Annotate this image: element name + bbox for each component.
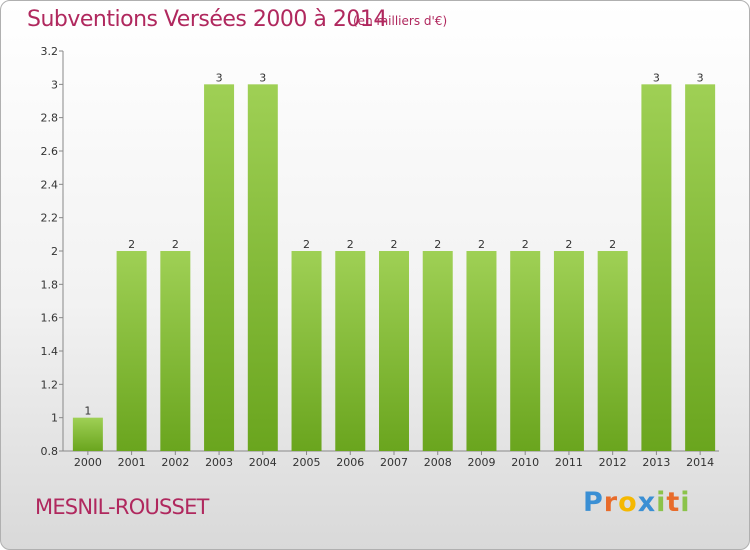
bar <box>116 251 147 451</box>
x-tick-label: 2007 <box>380 456 408 469</box>
y-tick-label: 2.4 <box>41 178 59 191</box>
commune-name: MESNIL-ROUSSET <box>35 495 209 519</box>
data-label: 2 <box>565 238 572 251</box>
x-tick-label: 2005 <box>293 456 321 469</box>
y-tick-label: 0.8 <box>41 445 59 458</box>
bar <box>466 251 497 451</box>
x-tick-label: 2011 <box>555 456 583 469</box>
x-tick-label: 2008 <box>424 456 452 469</box>
bar <box>685 84 716 451</box>
y-tick-label: 1.8 <box>41 278 59 291</box>
data-label: 3 <box>653 71 660 84</box>
bar <box>72 417 103 451</box>
data-label: 1 <box>84 405 91 418</box>
bar <box>291 251 322 451</box>
y-tick-label: 1.4 <box>41 345 59 358</box>
data-label: 2 <box>478 238 485 251</box>
data-label: 2 <box>391 238 398 251</box>
data-label: 2 <box>303 238 310 251</box>
y-tick-label: 2.6 <box>41 145 59 158</box>
x-tick-label: 2000 <box>74 456 102 469</box>
bar <box>510 251 541 451</box>
x-tick-label: 2013 <box>642 456 670 469</box>
x-tick-label: 2001 <box>118 456 146 469</box>
y-tick-label: 2 <box>51 245 58 258</box>
bar <box>379 251 409 451</box>
bar-chart: 0.8 1 1.2 1.4 1.6 1.8 2 2.2 2.4 2.6 2.8 3 3.2 2000 200… <box>41 45 719 469</box>
data-label: 3 <box>259 71 266 84</box>
bar <box>641 84 672 451</box>
bar <box>422 251 453 451</box>
x-tick-label: 2006 <box>336 456 364 469</box>
chart-subtitle: (en milliers d'€) <box>353 14 448 28</box>
bar <box>335 251 366 451</box>
data-label: 2 <box>609 238 616 251</box>
data-label: 2 <box>128 238 135 251</box>
x-tick-label: 2010 <box>511 456 539 469</box>
bar <box>247 84 278 451</box>
data-label: 2 <box>522 238 529 251</box>
bar <box>553 251 584 451</box>
y-tick-label: 3 <box>51 78 58 91</box>
data-label: 3 <box>216 71 223 84</box>
y-tick-label: 3.2 <box>41 45 59 58</box>
chart-title: Subventions Versées 2000 à 2014 <box>27 7 387 32</box>
y-tick-label: 1 <box>51 412 58 425</box>
y-tick-label: 1.2 <box>41 378 59 391</box>
data-label: 2 <box>434 238 441 251</box>
x-tick-label: 2014 <box>686 456 714 469</box>
bar <box>204 84 235 451</box>
data-label: 2 <box>347 238 354 251</box>
proxiti-logo: Proxiti <box>583 487 691 518</box>
x-tick-label: 2012 <box>599 456 627 469</box>
data-label: 3 <box>697 71 704 84</box>
bar <box>160 251 191 451</box>
x-tick-label: 2003 <box>205 456 233 469</box>
y-tick-label: 2.8 <box>41 112 59 125</box>
x-tick-label: 2009 <box>467 456 495 469</box>
y-tick-label: 2.2 <box>41 212 59 225</box>
x-tick-label: 2004 <box>249 456 277 469</box>
x-tick-label: 2002 <box>161 456 189 469</box>
bar <box>597 251 628 451</box>
y-tick-label: 1.6 <box>41 312 59 325</box>
data-label: 2 <box>172 238 179 251</box>
